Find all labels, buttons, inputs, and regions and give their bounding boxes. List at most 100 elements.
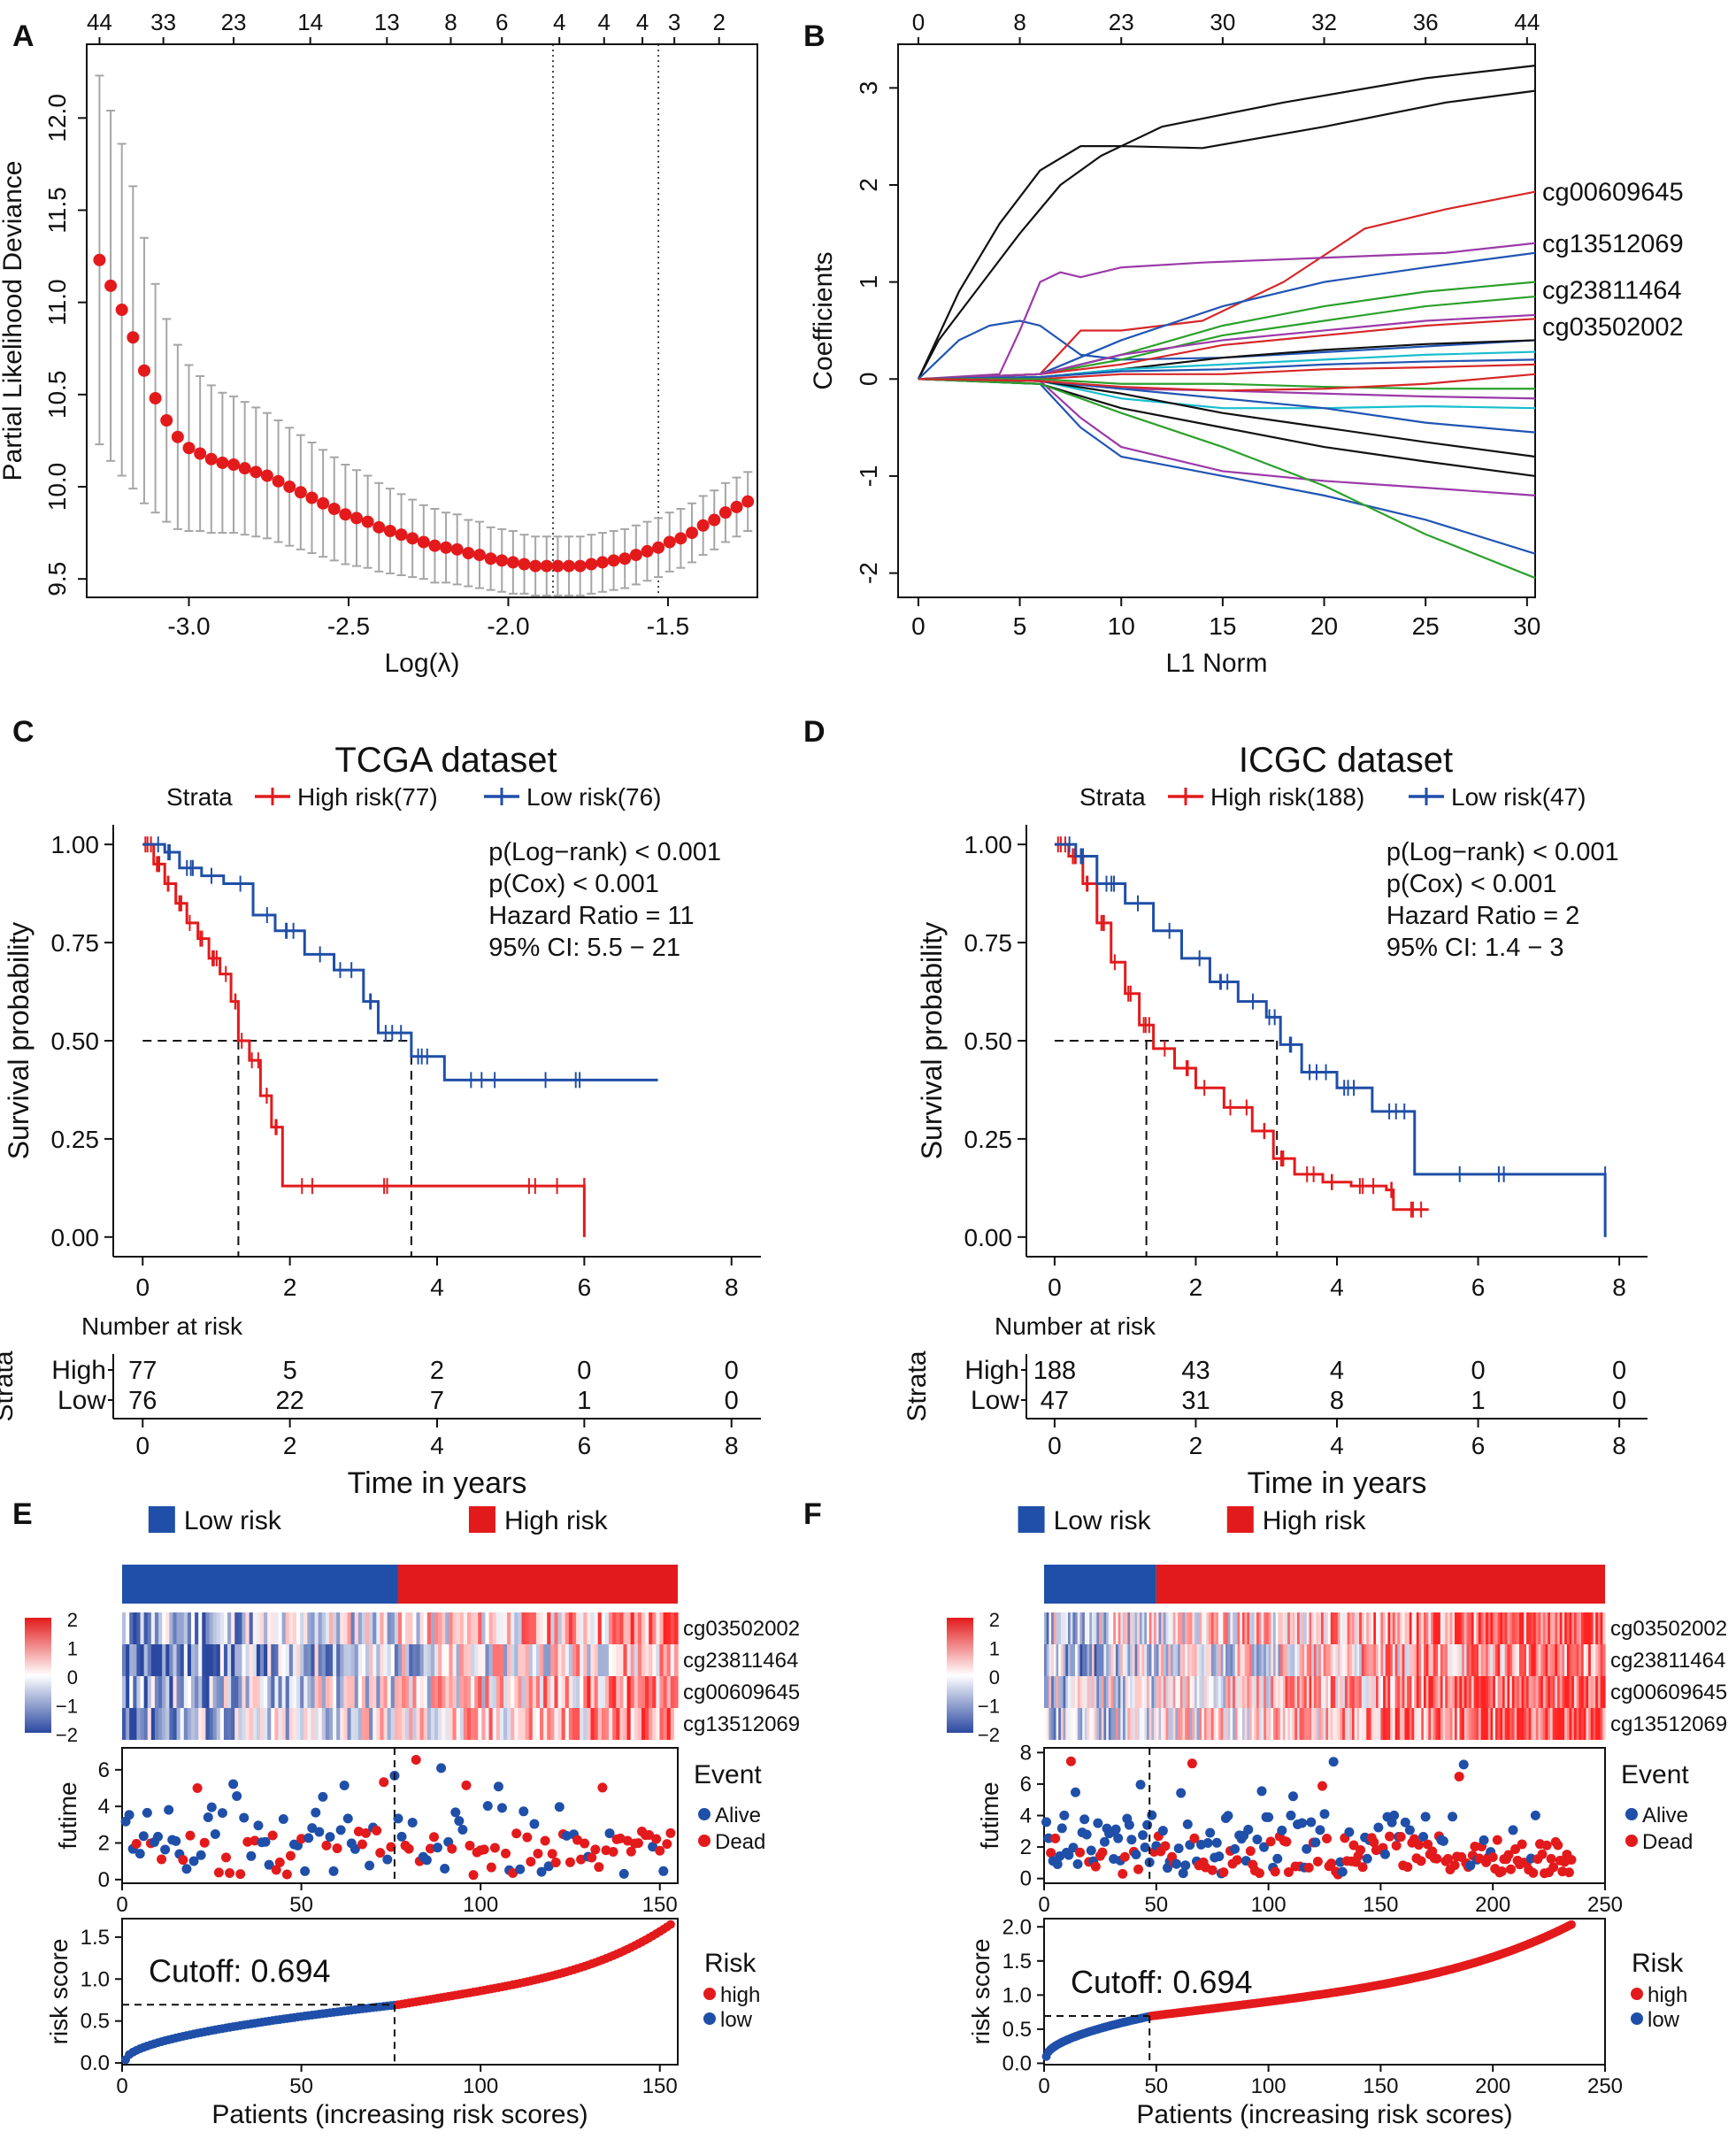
heatmap-cell bbox=[1087, 1612, 1090, 1644]
event-point bbox=[1126, 1835, 1137, 1845]
cv-point bbox=[573, 559, 587, 573]
heatmap-cell bbox=[423, 1644, 428, 1676]
event-x-tick-label: 150 bbox=[1363, 1893, 1398, 1917]
heatmap-cell bbox=[394, 1676, 399, 1708]
heatmap-cell bbox=[1209, 1612, 1212, 1644]
risk-count: 43 bbox=[1181, 1357, 1210, 1385]
heatmap-cell bbox=[1469, 1612, 1472, 1644]
event-x-tick-label: 50 bbox=[1144, 1893, 1168, 1917]
heatmap-cell bbox=[557, 1708, 563, 1740]
heatmap-cell bbox=[1333, 1708, 1336, 1740]
event-point bbox=[339, 1781, 350, 1791]
event-point bbox=[253, 1820, 264, 1831]
x-axis-label: Time in years bbox=[1248, 1466, 1427, 1500]
heatmap-cell bbox=[1294, 1708, 1298, 1740]
heatmap-cell bbox=[1479, 1676, 1482, 1708]
heatmap-cell bbox=[1268, 1676, 1271, 1708]
heatmap-cell bbox=[303, 1644, 308, 1676]
heatmap-cell bbox=[1106, 1708, 1110, 1740]
event-point bbox=[1302, 1843, 1312, 1854]
event-point bbox=[1379, 1849, 1390, 1859]
heatmap-cell bbox=[234, 1708, 239, 1740]
heatmap-cell bbox=[1564, 1612, 1568, 1644]
heatmap-cell bbox=[162, 1676, 166, 1708]
heatmap-cell bbox=[1318, 1612, 1322, 1644]
heatmap-cell bbox=[252, 1644, 257, 1676]
heatmap-cell bbox=[561, 1644, 566, 1676]
heatmap-cell bbox=[1168, 1708, 1171, 1740]
heatmap-cell bbox=[264, 1612, 268, 1644]
event-point bbox=[328, 1866, 339, 1876]
heatmap-cell bbox=[626, 1708, 632, 1740]
heatmap-cell bbox=[259, 1708, 265, 1740]
heatmap bbox=[122, 1612, 679, 1740]
heatmap-cell bbox=[333, 1644, 337, 1676]
heatmap-cell bbox=[1394, 1612, 1398, 1644]
heatmap-cell bbox=[576, 1612, 580, 1644]
heatmap-cell bbox=[1571, 1644, 1575, 1676]
heatmap-cell bbox=[1175, 1676, 1179, 1708]
panel-label-a: A bbox=[12, 19, 35, 53]
heatmap-cell bbox=[1087, 1676, 1090, 1708]
heatmap-cell bbox=[154, 1644, 159, 1676]
heatmap-cell bbox=[405, 1612, 410, 1644]
heatmap-cell bbox=[1196, 1676, 1200, 1708]
heatmap-cell bbox=[1148, 1708, 1153, 1740]
heatmap-cell bbox=[535, 1676, 541, 1708]
heatmap-cell bbox=[1106, 1644, 1110, 1676]
heatmap-cell bbox=[1223, 1612, 1226, 1644]
heatmap-cell bbox=[1134, 1612, 1138, 1644]
heatmap-cell bbox=[1233, 1644, 1236, 1676]
heatmap-cell bbox=[1282, 1612, 1287, 1644]
km-stat: p(Cox) < 0.001 bbox=[488, 870, 659, 898]
legend-high-label: High risk bbox=[1263, 1506, 1367, 1535]
y-axis-label: Partial Likelihood Deviance bbox=[0, 161, 27, 481]
heatmap-cell bbox=[147, 1676, 152, 1708]
heatmap-cell bbox=[540, 1708, 544, 1740]
heatmap-cell bbox=[1564, 1676, 1568, 1708]
heatmap-cell bbox=[659, 1676, 664, 1708]
heatmap-cell bbox=[267, 1676, 272, 1708]
heatmap-cell bbox=[1182, 1612, 1186, 1644]
heatmap-cell bbox=[1151, 1708, 1155, 1740]
event-point bbox=[1218, 1867, 1229, 1878]
event-point bbox=[267, 1830, 278, 1841]
heatmap-cell bbox=[1053, 1708, 1057, 1740]
heatmap-cell bbox=[1540, 1708, 1544, 1740]
heatmap-cell bbox=[143, 1676, 149, 1708]
heatmap-cell bbox=[445, 1612, 450, 1644]
heatmap-cell bbox=[1275, 1676, 1279, 1708]
heatmap-cell bbox=[547, 1676, 551, 1708]
heatmap-row-label: cg23811464 bbox=[1610, 1649, 1725, 1673]
heatmap-cell bbox=[1325, 1612, 1329, 1644]
heatmap-cell bbox=[343, 1676, 349, 1708]
heatmap-cell bbox=[231, 1708, 235, 1740]
heatmap-cell bbox=[1404, 1708, 1408, 1740]
event-point bbox=[153, 1831, 164, 1842]
heatmap-cell bbox=[637, 1644, 642, 1676]
km-stat: 95% CI: 1.4 − 3 bbox=[1386, 934, 1564, 962]
heatmap-cell bbox=[1101, 1708, 1105, 1740]
cv-point bbox=[708, 513, 721, 527]
heatmap-cell bbox=[1559, 1676, 1563, 1708]
heatmap-cell bbox=[474, 1644, 479, 1676]
risk-legend-low-dot bbox=[1631, 2012, 1643, 2025]
heatmap-cell bbox=[590, 1708, 595, 1740]
event-point bbox=[1133, 1864, 1144, 1874]
heatmap-cell bbox=[543, 1708, 548, 1740]
heatmap-cell bbox=[503, 1612, 508, 1644]
heatmap-cell bbox=[227, 1612, 232, 1644]
risk-table-title: Number at risk bbox=[995, 1312, 1156, 1340]
heatmap-cell bbox=[1423, 1708, 1427, 1740]
heatmap-cell bbox=[572, 1612, 577, 1644]
heatmap-cell bbox=[1144, 1612, 1148, 1644]
heatmap-cell bbox=[1218, 1612, 1222, 1644]
heatmap-cell bbox=[234, 1612, 239, 1644]
heatmap-cell bbox=[219, 1644, 225, 1676]
heatmap-cell bbox=[245, 1708, 250, 1740]
event-point bbox=[1470, 1841, 1480, 1851]
heatmap-cell bbox=[1067, 1612, 1072, 1644]
cv-point bbox=[327, 503, 341, 515]
heatmap-cell bbox=[1258, 1708, 1263, 1740]
heatmap-cell bbox=[1125, 1676, 1129, 1708]
